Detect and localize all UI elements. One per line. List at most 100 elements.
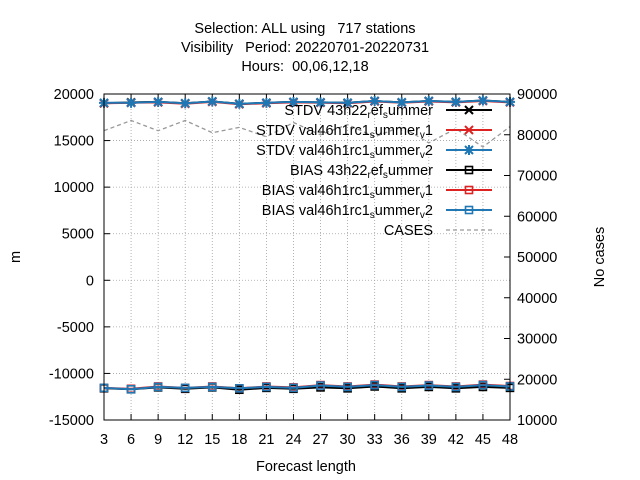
legend-item-2: STDV val46h1rc1summerv2 bbox=[256, 143, 492, 161]
data-point bbox=[450, 96, 461, 107]
x-tick-label: 15 bbox=[204, 432, 220, 448]
legend-item-0: STDV 43h22refsummer bbox=[284, 103, 492, 121]
series-line bbox=[104, 99, 511, 105]
x-tick-label: 18 bbox=[231, 432, 247, 448]
legend-marker bbox=[464, 185, 474, 195]
y2-tick-label: 10000 bbox=[517, 413, 557, 429]
x-tick-label: 27 bbox=[312, 432, 328, 448]
y-tick-label: -15000 bbox=[49, 413, 94, 429]
data-point bbox=[153, 96, 164, 107]
data-point bbox=[397, 382, 407, 392]
data-point bbox=[369, 95, 380, 106]
legend-label: STDV val46h1rc1summerv1 bbox=[256, 123, 433, 141]
data-point bbox=[478, 380, 488, 390]
y-tick-label: 15000 bbox=[54, 134, 94, 150]
legend-item-3: BIAS 43h22refsummer bbox=[290, 163, 492, 181]
y-axis-ticks: 20000 15000 10000 5000 0 -5000 -10000 -15000 bbox=[49, 87, 110, 429]
y-tick-label: -5000 bbox=[57, 320, 94, 336]
x-tick-label: 21 bbox=[258, 432, 274, 448]
x-tick-label: 36 bbox=[394, 432, 410, 448]
y-tick-label: 20000 bbox=[54, 87, 94, 103]
data-point bbox=[289, 383, 298, 393]
data-point bbox=[288, 96, 299, 107]
y2-tick-label: 30000 bbox=[517, 332, 557, 348]
legend-item-4: BIAS val46h1rc1summerv1 bbox=[262, 183, 492, 201]
y-tick-label: 0 bbox=[86, 273, 94, 289]
legend-label: STDV val46h1rc1summerv2 bbox=[256, 143, 433, 161]
y-tick-label: 5000 bbox=[62, 227, 94, 243]
legend: STDV 43h22refsummer STDV val46h1rc1summer… bbox=[256, 103, 492, 239]
data-point bbox=[180, 383, 190, 393]
data-point bbox=[234, 98, 245, 109]
series-6 bbox=[103, 119, 511, 148]
data-point bbox=[424, 381, 434, 390]
data-point bbox=[126, 384, 136, 394]
y2-tick-label: 40000 bbox=[517, 291, 557, 307]
title-line-3: Hours: 00,06,12,18 bbox=[241, 59, 368, 75]
x-axis-label: Forecast length bbox=[256, 459, 356, 475]
y-axis-label: m bbox=[8, 251, 24, 263]
legend-item-6: CASES bbox=[384, 223, 492, 239]
data-point bbox=[423, 95, 434, 106]
x-tick-label: 3 bbox=[100, 432, 108, 448]
y-tick-label: -10000 bbox=[49, 366, 94, 382]
x-tick-label: 30 bbox=[340, 432, 356, 448]
x-tick-label: 42 bbox=[448, 432, 464, 448]
legend-marker bbox=[464, 205, 474, 215]
y2-axis-label: No cases bbox=[592, 227, 608, 287]
x-tick-label: 45 bbox=[475, 432, 491, 448]
series-5 bbox=[99, 380, 515, 394]
data-point bbox=[126, 97, 137, 108]
y2-tick-label: 20000 bbox=[517, 372, 557, 388]
x-tick-label: 24 bbox=[285, 432, 301, 448]
chart-title: Selection: ALL using 717 stations Visibi… bbox=[181, 21, 429, 75]
data-point bbox=[315, 97, 326, 108]
legend-label: BIAS val46h1rc1summerv1 bbox=[262, 183, 433, 201]
legend-label: BIAS val46h1rc1summerv2 bbox=[262, 203, 433, 221]
legend-marker bbox=[464, 125, 474, 135]
y2-tick-label: 90000 bbox=[517, 87, 557, 103]
x-tick-label: 33 bbox=[367, 432, 383, 448]
y2-axis-ticks: 90000 80000 70000 60000 50000 40000 30000 20000… bbox=[504, 87, 557, 429]
series-line bbox=[103, 384, 511, 391]
series-3 bbox=[99, 382, 515, 395]
y2-tick-label: 80000 bbox=[517, 128, 557, 144]
data-point bbox=[396, 97, 407, 108]
data-point bbox=[261, 97, 272, 108]
data-point bbox=[370, 380, 379, 390]
legend-label: CASES bbox=[384, 223, 433, 239]
x-tick-label: 39 bbox=[421, 432, 437, 448]
legend-item-1: STDV val46h1rc1summerv1 bbox=[256, 123, 492, 141]
title-line-2: Visibility Period: 20220701-20220731 bbox=[181, 40, 429, 56]
legend-marker bbox=[464, 145, 474, 155]
legend-label: BIAS 43h22refsummer bbox=[290, 163, 433, 181]
data-point bbox=[451, 382, 461, 392]
data-point bbox=[343, 382, 352, 392]
data-point bbox=[180, 98, 191, 109]
title-line-1: Selection: ALL using 717 stations bbox=[194, 21, 415, 37]
data-point bbox=[153, 382, 163, 392]
x-tick-label: 48 bbox=[502, 432, 518, 448]
y2-tick-label: 60000 bbox=[517, 209, 557, 225]
data-point bbox=[207, 382, 217, 392]
y2-tick-label: 70000 bbox=[517, 169, 557, 185]
plot-frame bbox=[103, 93, 511, 421]
x-tick-label: 9 bbox=[154, 432, 162, 448]
data-point bbox=[342, 97, 353, 108]
legend-label: STDV 43h22refsummer bbox=[284, 103, 433, 121]
data-point bbox=[235, 384, 244, 393]
y2-tick-label: 50000 bbox=[517, 250, 557, 266]
legend-marker bbox=[464, 165, 474, 175]
x-axis-ticks: 3 6 9 12 15 18 21 24 27 30 33 36 39 42 45 48 bbox=[100, 94, 518, 448]
legend-marker bbox=[464, 105, 474, 115]
data-point bbox=[316, 381, 325, 390]
x-tick-label: 6 bbox=[127, 432, 135, 448]
data-point bbox=[262, 382, 271, 392]
legend-item-5: BIAS val46h1rc1summerv2 bbox=[262, 203, 492, 221]
y-tick-label: 10000 bbox=[54, 180, 94, 196]
x-tick-label: 12 bbox=[177, 432, 193, 448]
data-point bbox=[477, 95, 488, 106]
series-line bbox=[103, 119, 511, 148]
data-point bbox=[207, 96, 218, 107]
